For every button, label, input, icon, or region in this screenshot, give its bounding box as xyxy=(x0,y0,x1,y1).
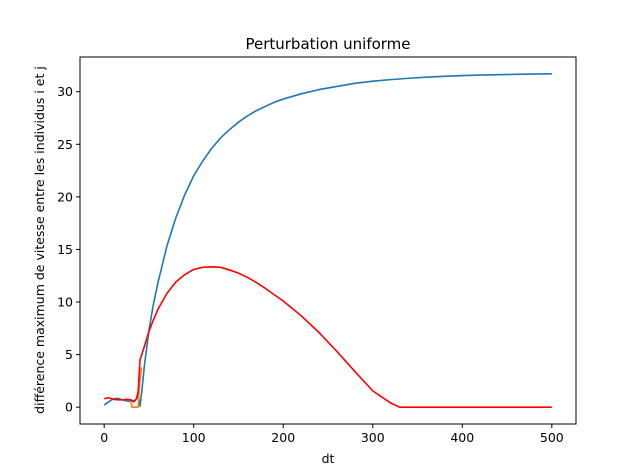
y-tick-label: 25 xyxy=(57,137,73,152)
y-tick-label: 20 xyxy=(57,189,73,204)
chart-title: Perturbation uniforme xyxy=(245,35,410,53)
y-tick-label: 15 xyxy=(57,242,73,257)
x-tick-label: 200 xyxy=(271,430,295,445)
x-tick-label: 500 xyxy=(540,430,564,445)
y-axis-label: différence maximum de vitesse entre les … xyxy=(32,66,47,414)
plot-area xyxy=(80,57,576,424)
y-tick-label: 5 xyxy=(65,347,73,362)
x-tick-label: 0 xyxy=(100,430,108,445)
x-axis-ticks: 0 100 200 300 400 500 xyxy=(100,424,564,445)
y-tick-label: 30 xyxy=(57,84,73,99)
y-tick-label: 0 xyxy=(65,400,73,415)
x-axis-label: dt xyxy=(322,451,335,466)
series-layer xyxy=(103,73,552,408)
x-tick-label: 100 xyxy=(182,430,206,445)
series-line-2 xyxy=(103,265,552,408)
x-tick-label: 400 xyxy=(450,430,474,445)
axes-frame xyxy=(79,56,577,425)
series-line-1 xyxy=(130,367,143,408)
x-tick-label: 300 xyxy=(361,430,385,445)
y-axis-ticks: 0 5 10 15 20 25 30 xyxy=(57,84,80,415)
y-tick-label: 10 xyxy=(57,295,73,310)
